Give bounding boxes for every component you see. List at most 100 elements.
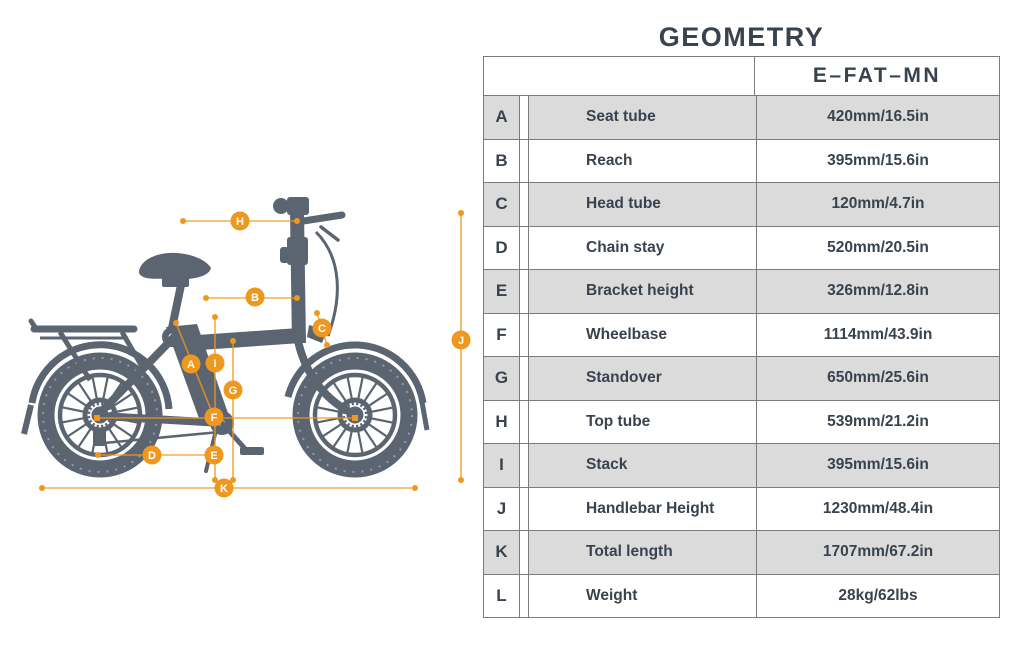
page-title: GEOMETRY bbox=[658, 22, 825, 52]
marker-G: G bbox=[223, 380, 243, 400]
row-label-cell: Bracket height bbox=[529, 270, 756, 313]
marker-D: D bbox=[142, 445, 162, 465]
rear-fender bbox=[21, 341, 173, 435]
svg-text:E: E bbox=[210, 450, 217, 462]
svg-text:H: H bbox=[236, 216, 244, 228]
row-label-cell: Wheelbase bbox=[586, 325, 667, 343]
row-value-cell: 395mm/15.6in bbox=[756, 139, 999, 182]
marker-A: A bbox=[181, 354, 201, 374]
bike-silhouette bbox=[21, 197, 430, 478]
row-label-cell: Reach bbox=[586, 151, 633, 169]
row-label-cell: Seat tube bbox=[529, 96, 756, 139]
table-body: A Seat tube 420mm/16.5in B Reach 395mm/15.6in… bbox=[484, 95, 999, 617]
row-value-cell: 28kg/62lbs bbox=[756, 574, 999, 617]
svg-text:A: A bbox=[187, 359, 195, 371]
row-gutter bbox=[520, 270, 529, 313]
row-gutter bbox=[520, 574, 529, 617]
row-key-cell: G bbox=[484, 357, 520, 400]
row-key-cell: E bbox=[484, 270, 520, 313]
marker-F: F bbox=[204, 407, 224, 427]
row-value-cell: 520mm/20.5in bbox=[756, 226, 999, 269]
row-value-cell: 1114mm/43.9in bbox=[756, 313, 999, 356]
table-row: A Seat tube 420mm/16.5in bbox=[484, 95, 999, 139]
marker-I: I bbox=[205, 353, 225, 373]
svg-text:J: J bbox=[458, 335, 464, 347]
marker-B: B bbox=[245, 287, 265, 307]
table-header-empty-cell bbox=[484, 57, 755, 95]
marker-H: H bbox=[230, 211, 250, 231]
row-value-cell: 1707mm/67.2in bbox=[756, 531, 999, 574]
row-key-cell: I bbox=[484, 444, 520, 487]
row-gutter bbox=[520, 226, 529, 269]
handlebar-stem bbox=[273, 197, 346, 343]
bike-geometry-diagram: A B C D E F G H I J K bbox=[21, 197, 471, 498]
row-key-cell: K bbox=[484, 531, 520, 574]
row-label-cell: Weight bbox=[586, 586, 638, 604]
row-key-cell: D bbox=[484, 226, 520, 269]
marker-J: J bbox=[451, 330, 471, 350]
row-value-cell: 420mm/16.5in bbox=[756, 96, 999, 139]
row-gutter bbox=[520, 96, 529, 139]
table-row: D Chain stay 520mm/20.5in bbox=[484, 225, 999, 269]
row-gutter bbox=[520, 357, 529, 400]
row-value-cell: 539mm/21.2in bbox=[756, 400, 999, 443]
row-label-cell: Head tube bbox=[529, 183, 756, 226]
row-label-cell: Top tube bbox=[586, 412, 651, 430]
svg-text:C: C bbox=[318, 323, 326, 335]
row-gutter bbox=[520, 139, 529, 182]
svg-text:G: G bbox=[229, 385, 238, 397]
row-value-cell: 120mm/4.7in bbox=[756, 183, 999, 226]
row-label-cell: Total length bbox=[529, 531, 756, 574]
svg-text:F: F bbox=[211, 412, 218, 424]
table-row: F Wheelbase 1114mm/43.9in bbox=[484, 312, 999, 356]
row-value-cell: 650mm/25.6in bbox=[756, 357, 999, 400]
row-value-cell: 1230mm/48.4in bbox=[756, 487, 999, 530]
row-gutter bbox=[520, 183, 529, 226]
marker-C: C bbox=[312, 318, 332, 338]
svg-text:I: I bbox=[213, 358, 216, 370]
frame bbox=[99, 324, 301, 427]
row-gutter bbox=[520, 444, 529, 487]
table-row: B Reach 395mm/15.6in bbox=[484, 138, 999, 182]
table-header-model-cell: E–FAT–MN bbox=[812, 64, 942, 87]
row-label-cell: Handlebar Height bbox=[586, 499, 715, 517]
row-value-cell: 326mm/12.8in bbox=[756, 270, 999, 313]
table-row: I Stack 395mm/15.6in bbox=[484, 443, 999, 487]
front-fender bbox=[284, 341, 430, 431]
row-key-cell: C bbox=[484, 183, 520, 226]
row-key-cell: F bbox=[484, 313, 520, 356]
table-row: C Head tube 120mm/4.7in bbox=[484, 182, 999, 226]
table-row: J Handlebar Height 1230mm/48.4in bbox=[484, 486, 999, 530]
rear-rack bbox=[28, 318, 147, 382]
row-key-cell: B bbox=[484, 139, 520, 182]
saddle bbox=[139, 252, 211, 329]
front-wheel bbox=[292, 352, 418, 478]
svg-text:D: D bbox=[148, 450, 156, 462]
row-gutter bbox=[520, 531, 529, 574]
table-row: G Standover 650mm/25.6in bbox=[484, 356, 999, 400]
geometry-table: E–FAT–MN A Seat tube 420mm/16.5in B Reach 395… bbox=[483, 56, 1000, 618]
svg-text:B: B bbox=[251, 292, 259, 304]
row-key-cell: H bbox=[484, 400, 520, 443]
table-header-row: E–FAT–MN bbox=[484, 57, 999, 95]
drivetrain bbox=[93, 411, 264, 473]
row-key-cell: A bbox=[484, 96, 520, 139]
measurement-markers: A B C D E F G H I J K bbox=[142, 211, 471, 498]
row-label-cell: Standover bbox=[529, 357, 756, 400]
row-label-cell: Stack bbox=[529, 444, 756, 487]
table-row: H Top tube 539mm/21.2in bbox=[484, 399, 999, 443]
row-gutter bbox=[520, 313, 529, 356]
row-value-cell: 395mm/15.6in bbox=[756, 444, 999, 487]
row-label-cell: Chain stay bbox=[586, 238, 665, 256]
row-gutter bbox=[520, 487, 529, 530]
table-row: L Weight 28kg/62lbs bbox=[484, 573, 999, 617]
measurement-lines bbox=[39, 210, 464, 491]
table-row: E Bracket height 326mm/12.8in bbox=[484, 269, 999, 313]
row-key-cell: L bbox=[484, 574, 520, 617]
marker-K: K bbox=[214, 478, 234, 498]
row-key-cell: J bbox=[484, 487, 520, 530]
marker-E: E bbox=[204, 445, 224, 465]
row-gutter bbox=[520, 400, 529, 443]
table-row: K Total length 1707mm/67.2in bbox=[484, 530, 999, 574]
